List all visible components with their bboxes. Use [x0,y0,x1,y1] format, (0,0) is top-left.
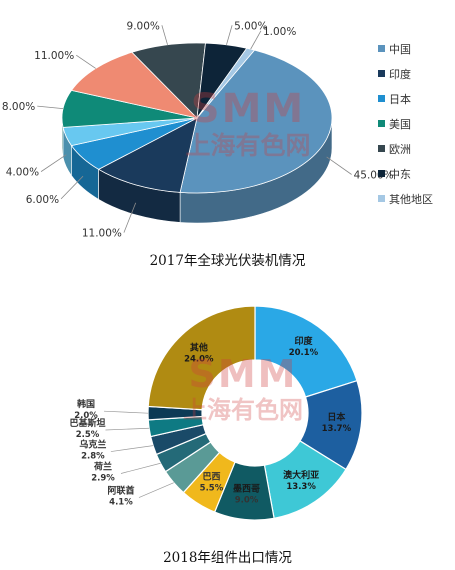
chart-panel-2017: 45.00% 11.00% 6.00% 4.00% 8.00% 11.00% 9.00% 5.… [0,0,455,280]
legend-item: 美国 [378,111,433,136]
leader-line [105,427,150,431]
legend-label: 日本 [389,92,411,106]
leader-line [60,175,84,200]
value-label: 9.0% [235,496,259,506]
chart-caption-2017: 2017年全球光伏装机情况 [149,253,306,269]
value-label: 5.5% [200,483,224,493]
category-label: 乌克兰 [79,439,106,451]
legend-swatch [378,120,385,127]
value-label: 24.0% [184,354,214,364]
legend-label: 印度 [389,67,411,81]
data-label: 11.00% [82,228,122,240]
leader-line [161,25,168,45]
legend-swatch [378,170,385,177]
legend-item: 欧洲 [378,136,433,161]
category-label: 墨西哥 [233,484,260,495]
legend-item: 其他地区 [378,186,433,211]
leader-line [103,410,149,414]
category-label: 印度 [294,335,313,347]
data-label: 1.00% [263,26,296,38]
data-label: 5.00% [234,20,267,32]
legend-swatch [378,45,385,52]
value-label: 2.9% [91,473,115,483]
pie-top-faces [61,42,333,194]
leader-line [123,202,137,233]
legend-label: 美国 [389,117,411,131]
legend-item: 印度 [378,61,433,86]
leader-line [110,445,154,452]
legend-swatch [378,70,385,77]
leader-line [120,462,161,474]
legend-swatch [378,195,385,202]
chart-legend: 中国印度日本美国欧洲中东其他地区 [378,36,433,211]
legend-label: 中东 [389,167,411,181]
pie-chart-2017: 45.00%11.00%6.00%4.00%8.00%11.00%9.00% 5.… [2,20,394,240]
legend-swatch [378,95,385,102]
legend-item: 中东 [378,161,433,186]
legend-label: 中国 [389,42,411,56]
pie-slice-中国 [179,49,333,194]
data-label: 6.00% [26,194,59,206]
value-label: 2.5% [76,430,100,440]
legend-item: 中国 [378,36,433,61]
pie-slice-segment-8 [196,47,256,119]
data-label: 9.00% [127,20,160,32]
donut-segment-其他 [147,305,256,411]
data-label: 8.00% [2,101,35,113]
chart-panel-2018: 印度 20.1% 日本 13.7% 澳大利亚 13.3% 墨西哥 9.0% 巴西 5.5% 阿联酋 4… [0,280,455,570]
pie-slice-印度 [97,117,198,193]
leader-line [138,482,174,498]
data-label: 4.00% [6,167,39,179]
leader-line [326,156,352,175]
leader-line [76,54,96,69]
value-label: 13.7% [322,424,352,434]
legend-item: 日本 [378,86,433,111]
legend-swatch [378,145,385,152]
donut-segments [147,305,363,521]
category-label: 荷兰 [93,460,112,472]
category-label: 日本 [327,411,346,423]
value-label: 13.3% [286,482,316,492]
leader-line [40,154,67,172]
legend-label: 欧洲 [389,142,411,156]
value-label: 20.1% [289,348,319,358]
value-label: 2.0% [74,411,98,421]
category-label: 巴西 [202,471,220,482]
category-label: 韩国 [77,398,95,410]
leader-line [250,30,262,50]
category-label: 巴基斯坦 [69,417,105,429]
legend-label: 其他地区 [389,192,433,206]
leader-line [37,105,64,109]
value-label: 2.8% [81,452,105,462]
category-label: 澳大利亚 [283,469,319,481]
value-label: 4.1% [109,498,133,508]
leader-line [226,25,233,45]
category-label: 其他 [190,341,208,353]
data-label: 11.00% [34,50,74,62]
chart-caption-2018: 2018年组件出口情况 [163,550,292,566]
category-label: 阿联酋 [107,485,134,497]
